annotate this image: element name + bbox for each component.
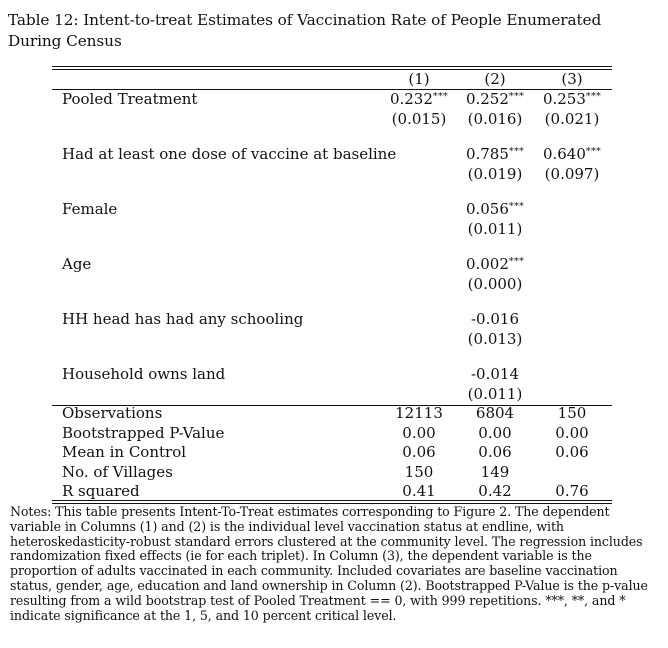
coefficient-row: HH head has had any schooling -0.016 (52, 310, 612, 329)
statistic-value: 0.76 (555, 482, 589, 500)
estimate-value: 0.785 (465, 145, 509, 163)
standard-error-row: (0.011) (52, 385, 612, 404)
statistic-value: 150 (557, 404, 587, 422)
standard-error-cell: (0.097) (544, 164, 600, 183)
statistic-row: Mean in Control 0.06 0.06 0.06 (52, 443, 612, 462)
estimate-cell: 0.785*** (455, 145, 535, 166)
estimate-cell: -0.016 (455, 310, 535, 331)
standard-error-row: (0.000) (52, 275, 612, 294)
statistic-row: No. of Villages 150 149 (52, 463, 612, 482)
statistic-label: No. of Villages (62, 462, 173, 481)
statistic-value: 0.00 (478, 423, 512, 442)
significance-stars: *** (585, 146, 602, 157)
statistic-value: 0.06 (555, 443, 589, 461)
statistic-label: R squared (62, 482, 140, 500)
significance-stars: *** (508, 91, 525, 102)
bottom-rule-second (52, 503, 612, 504)
estimate-cell: 0.252*** (455, 90, 535, 111)
significance-stars: *** (508, 256, 525, 267)
standard-error-row: (0.011) (52, 220, 612, 239)
statistic-value: 0.06 (402, 443, 436, 461)
estimate-cell: 0.002*** (455, 255, 535, 276)
standard-error-cell: (0.013) (467, 329, 523, 348)
statistic-label: Mean in Control (62, 443, 187, 461)
statistic-row: Observations 12113 6804 150 (52, 404, 612, 423)
significance-stars: *** (508, 201, 525, 212)
significance-stars: *** (508, 146, 525, 157)
statistic-row: Bootstrapped P-Value 0.00 0.00 0.00 (52, 424, 612, 443)
standard-error-cell: (0.000) (467, 274, 523, 293)
estimate-value: 0.056 (465, 200, 509, 218)
estimate-cell: 0.056*** (455, 200, 535, 221)
row-label: Household owns land (62, 365, 226, 383)
row-label: HH head has had any schooling (62, 310, 304, 328)
estimate-value: 0.640 (542, 145, 586, 163)
statistic-value: 149 (480, 462, 510, 481)
row-label: Age (62, 255, 92, 273)
estimate-value: 0.232 (389, 90, 433, 108)
estimate-cell: 0.253*** (532, 90, 612, 111)
standard-error-row: (0.013) (52, 330, 612, 349)
statistic-value: 150 (404, 462, 434, 481)
top-rule (52, 66, 612, 67)
coefficient-row: Household owns land -0.014 (52, 365, 612, 384)
standard-error-row: (0.015) (0.016) (0.021) (52, 110, 612, 129)
statistic-value: 0.00 (402, 423, 436, 442)
statistic-value: 0.06 (478, 443, 512, 461)
standard-error-cell: (0.011) (467, 384, 523, 403)
statistic-value: 6804 (475, 404, 515, 422)
standard-error-cell: (0.016) (467, 109, 523, 128)
coefficient-row: Had at least one dose of vaccine at base… (52, 145, 612, 164)
statistic-label: Bootstrapped P-Value (62, 423, 225, 442)
bottom-rule (52, 500, 612, 501)
row-label: Had at least one dose of vaccine at base… (62, 145, 397, 163)
coefficient-row: Age 0.002*** (52, 255, 612, 274)
estimate-value: 0.253 (542, 90, 586, 108)
standard-error-cell: (0.015) (391, 109, 447, 128)
table-caption: Table 12: Intent-to-treat Estimates of V… (8, 11, 602, 50)
standard-error-row: (0.019) (0.097) (52, 165, 612, 184)
column-header-3: (3) (561, 70, 583, 88)
estimate-value: 0.002 (465, 255, 509, 273)
estimate-value: 0.252 (465, 90, 509, 108)
statistic-label: Observations (62, 404, 163, 422)
stats-rule (52, 405, 612, 406)
top-rule-second (52, 69, 612, 70)
estimate-cell: -0.014 (455, 365, 535, 386)
coefficient-row: Pooled Treatment 0.232*** 0.252*** 0.253*** (52, 90, 612, 109)
standard-error-cell: (0.019) (467, 164, 523, 183)
table-notes: Notes: This table presents Intent-To-Tre… (10, 504, 648, 623)
statistic-value: 12113 (395, 404, 443, 422)
significance-stars: *** (432, 91, 449, 102)
header-rule (52, 89, 612, 90)
row-label: Female (62, 200, 118, 218)
row-label: Pooled Treatment (62, 90, 198, 108)
statistic-value: 0.41 (402, 482, 436, 500)
statistic-value: 0.00 (555, 423, 589, 442)
estimate-cell: 0.640*** (532, 145, 612, 166)
estimate-cell: 0.232*** (379, 90, 459, 111)
column-header-row: (1) (2) (3) (52, 70, 612, 89)
standard-error-cell: (0.011) (467, 219, 523, 238)
significance-stars: *** (585, 91, 602, 102)
estimate-value: -0.014 (470, 365, 519, 383)
coefficient-row: Female 0.056*** (52, 200, 612, 219)
statistic-value: 0.42 (478, 482, 512, 500)
column-header-2: (2) (484, 70, 506, 88)
standard-error-cell: (0.021) (544, 109, 600, 128)
statistic-row: R squared 0.41 0.42 0.76 (52, 482, 612, 501)
estimate-value: -0.016 (470, 310, 519, 328)
column-header-1: (1) (408, 70, 430, 88)
